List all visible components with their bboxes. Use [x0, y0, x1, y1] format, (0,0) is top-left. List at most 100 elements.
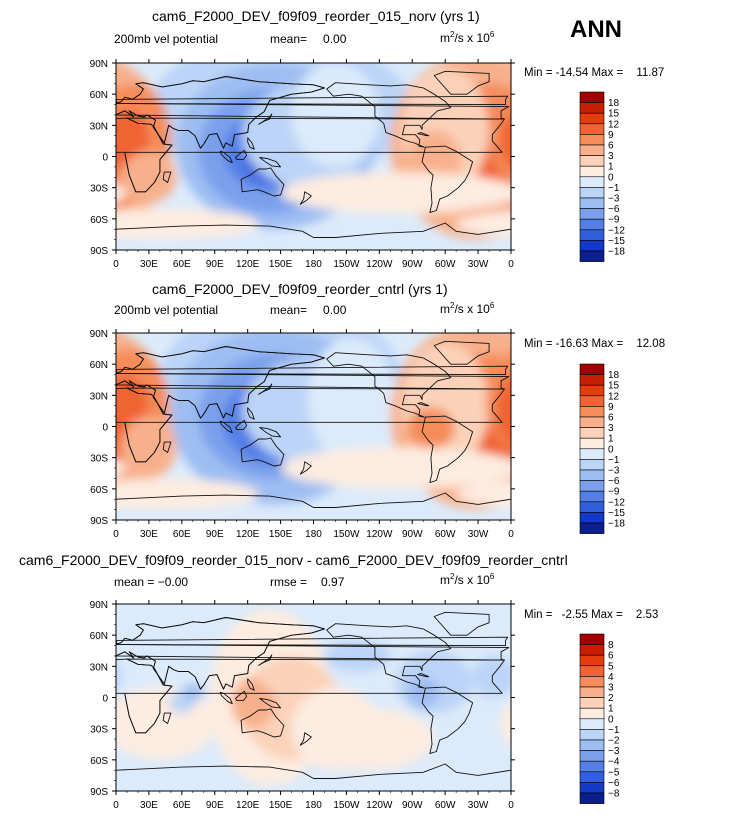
panel1-coast-nz — [299, 191, 312, 205]
panel3-x-tick-label: 120E — [236, 800, 260, 811]
panel1-contour-region — [116, 208, 259, 240]
panel1-contour-region — [500, 113, 511, 168]
panel3-colorbar-label: 5 — [608, 661, 614, 672]
panel1-coast-antarctica — [116, 222, 511, 250]
panel1-colorbar-cell — [579, 176, 605, 188]
panel2-x-tick-label: 90E — [206, 529, 224, 540]
panel2-y-tick-label: 0 — [102, 423, 108, 434]
panel3-coast-namerica — [326, 623, 452, 689]
panel1-coast-indonesia2 — [235, 149, 248, 161]
panel1-coast-britain-west — [116, 98, 118, 105]
panel2-coast-samerica — [421, 415, 474, 484]
panel3-x-tick-label: 30E — [140, 800, 158, 811]
panel1-colorbar-cell — [579, 112, 605, 125]
panel1-colorbar-cell — [579, 134, 605, 146]
panel2-colorbar-label: 6 — [608, 413, 614, 424]
panel3-y-tick-label: 30S — [90, 725, 108, 736]
panel2-contour-region — [116, 459, 127, 477]
panel2-map-background — [116, 333, 511, 520]
panel1-contour-region — [291, 63, 380, 167]
panel3-coast-samerica — [421, 686, 474, 755]
panel3-coast-cuba — [417, 673, 430, 678]
panel3-coast-britain-west — [116, 639, 118, 646]
panel3-coast-madagascar — [162, 712, 172, 724]
panel3-colorbar-label: −3 — [608, 746, 620, 757]
panel1-colorbar-cell — [579, 218, 605, 231]
panel3-y-tick-label: 90S — [90, 787, 108, 798]
panel2-x-tick-label: 120W — [366, 529, 393, 540]
panel1-stat: mean= 0.00 — [270, 32, 346, 46]
panel1-contour-region — [148, 63, 413, 183]
panel2-contour-region — [116, 374, 149, 448]
panel3-colorbar-cell — [579, 707, 605, 720]
panel2-y-tick-label: 60N — [90, 360, 108, 371]
panel1-coast-japan — [258, 113, 273, 125]
panel1-contour-region — [116, 109, 149, 173]
panel1-colorbar-label: −18 — [608, 247, 625, 258]
panel1-colorbar-label: 12 — [608, 119, 620, 130]
panel3-x-tick-label: 90W — [402, 800, 423, 811]
panel1-x-tick-label: 180 — [305, 259, 322, 270]
panel2-field-label: 200mb vel potential — [114, 303, 219, 317]
panel3-coast-philippines — [247, 678, 255, 691]
panel3-coastlines — [116, 611, 511, 791]
panel1-colorbar-cell — [579, 208, 605, 220]
panel3-colorbar-cell — [579, 782, 605, 794]
panel1-coast-indonesia1 — [219, 150, 233, 164]
panel2-contour-region — [116, 348, 168, 453]
panel2-units: m2/s x 106 — [440, 301, 495, 316]
panel3-colorbar-label: −1 — [608, 725, 620, 736]
panel2-contour-region — [428, 353, 511, 489]
panel1-colorbar-label: −6 — [608, 204, 620, 215]
panel3-contour-region — [181, 683, 204, 701]
panel2-x-tick-label: 150E — [269, 529, 293, 540]
panel3-coast-greenland — [433, 611, 490, 636]
panel2-colorbar-cell — [579, 469, 605, 481]
panel1-contour-region — [116, 83, 171, 188]
panel2-coast-namerica — [326, 352, 452, 418]
panel3-colorbar-label: −2 — [608, 736, 620, 747]
panel2-x-tick-label: 60E — [173, 529, 191, 540]
panel1-x-tick-label: 0 — [508, 259, 514, 270]
panel1-contour-region — [116, 184, 127, 202]
panel2-contour-region — [242, 358, 374, 463]
panel3-colorbar-label: −4 — [608, 757, 620, 768]
panel2-contour-region — [456, 480, 511, 508]
panel2-coast-britain-west — [116, 368, 118, 375]
panel2-contour-region — [485, 351, 511, 450]
panel3-colorbar-label: 8 — [608, 640, 614, 651]
panel1-colorbar-label: 3 — [608, 151, 614, 162]
panel2-colorbar-cell — [579, 363, 605, 375]
panel2-coast-britain — [116, 365, 509, 376]
panel3-contour-region — [231, 676, 276, 729]
panel2-colorbar-cell — [579, 459, 605, 471]
panel2-colorbar-cell — [579, 512, 605, 524]
panel2-colorbar-label: 3 — [608, 423, 614, 434]
panel2-y-tick-label: 90N — [90, 329, 108, 340]
panel1-contour-region — [116, 111, 144, 202]
panel1-coast-philippines — [247, 137, 255, 150]
panel1-coastlines — [116, 70, 511, 250]
panel1-y-tick-label: 30N — [90, 121, 108, 132]
panel1-colorbar-cell — [579, 102, 605, 114]
panel2-frame — [115, 332, 512, 521]
panel1-coast-cuba — [417, 132, 430, 137]
panel3-units: m2/s x 106 — [440, 572, 495, 587]
panel3-colorbar-label: 4 — [608, 672, 614, 683]
panel1-units: m2/s x 106 — [440, 30, 495, 45]
panel1-coast-namerica — [326, 82, 452, 148]
panel2-coast-cuba — [417, 402, 430, 407]
panel3-x-tick-label: 60E — [173, 800, 191, 811]
panel1-coast-europe — [116, 76, 510, 149]
panel2-contour-region — [401, 343, 490, 469]
panel2-colorbar-label: 9 — [608, 402, 614, 413]
panel1-stat-value: 0.00 — [323, 32, 347, 46]
panel2-minmax: Min = -16.63 Max = 12.08 — [524, 338, 666, 350]
panel2-colorbar-cell — [579, 384, 605, 397]
panel3-stat-label: rmse = — [270, 575, 308, 589]
panel2-colorbar-cell — [579, 437, 605, 450]
panel3-coast-africa — [124, 658, 505, 734]
panel2-coast-europe — [116, 346, 510, 419]
panel1-colorbar-label: −1 — [608, 183, 620, 194]
